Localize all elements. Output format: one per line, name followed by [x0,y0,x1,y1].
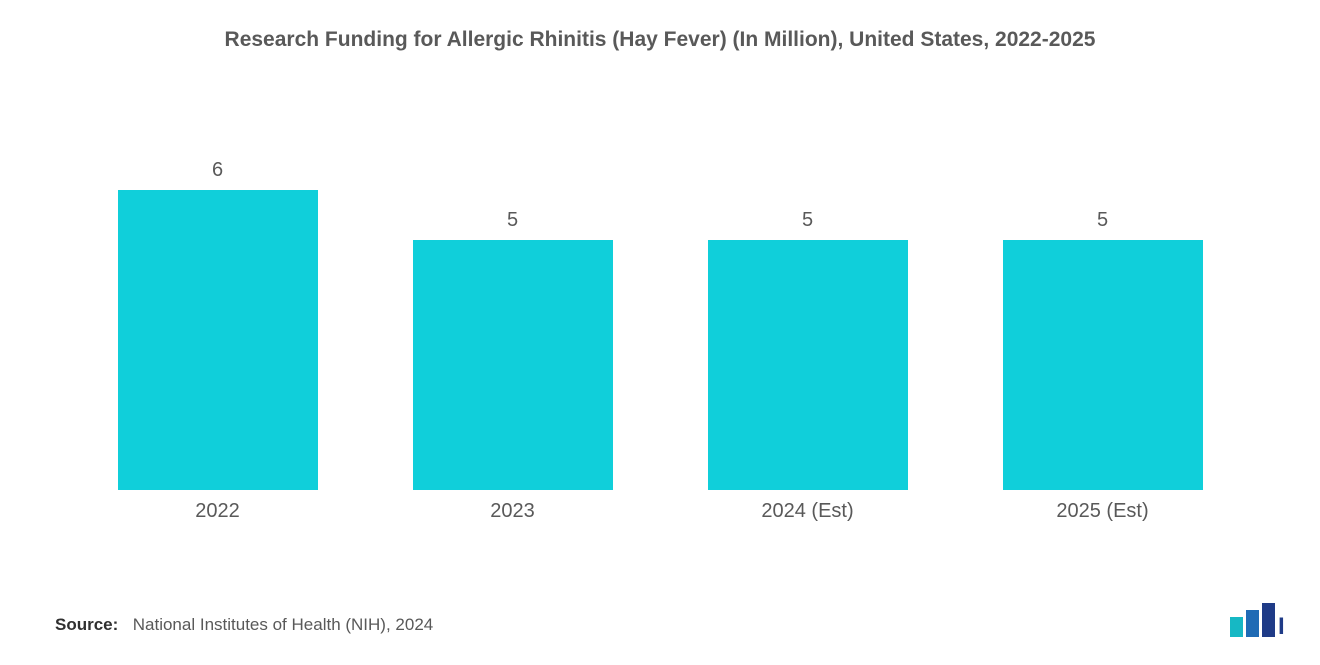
bar [1003,240,1203,490]
category-label: 2023 [413,500,613,523]
bar [708,240,908,490]
chart-container: Research Funding for Allergic Rhinitis (… [0,0,1320,665]
category-label: 2025 (Est) [1003,500,1203,523]
bar-group: 5 [413,209,613,490]
bar-value-label: 5 [507,209,518,232]
bar-value-label: 5 [802,209,813,232]
bar-group: 6 [118,159,318,490]
source-label: Source: [55,615,118,634]
chart-plot-area: 6 5 5 5 [70,160,1250,490]
mordor-logo-icon: I [1230,603,1290,647]
svg-text:I: I [1278,613,1285,640]
bar-group: 5 [708,209,908,490]
source-text: National Institutes of Health (NIH), 202… [133,615,433,634]
category-label: 2022 [118,500,318,523]
chart-title: Research Funding for Allergic Rhinitis (… [0,28,1320,52]
bar-value-label: 5 [1097,209,1108,232]
source-citation: Source: National Institutes of Health (N… [55,615,433,635]
bar-group: 5 [1003,209,1203,490]
category-labels: 2022 2023 2024 (Est) 2025 (Est) [70,500,1250,523]
bar [118,190,318,490]
category-label: 2024 (Est) [708,500,908,523]
bar-value-label: 6 [212,159,223,182]
bar [413,240,613,490]
